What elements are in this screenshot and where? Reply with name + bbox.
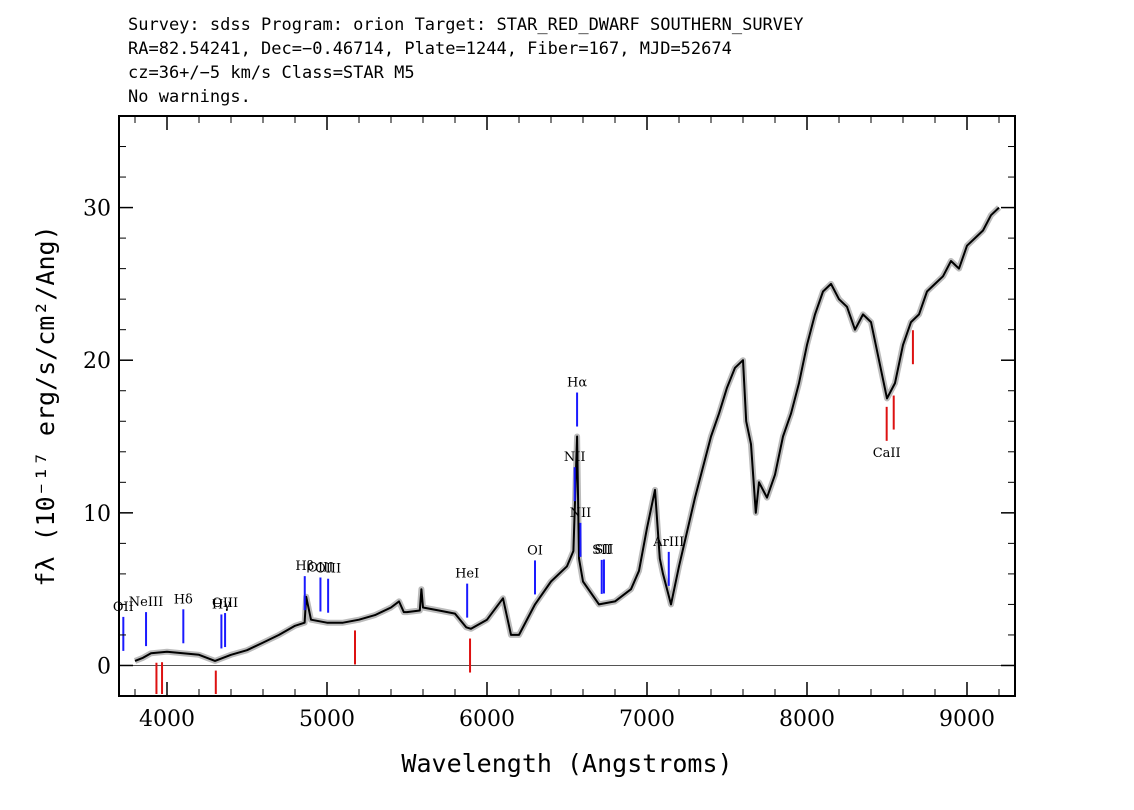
line-marker-label: OIII xyxy=(212,596,238,611)
y-tick-label: 0 xyxy=(97,654,111,679)
line-marker-label: Hγ xyxy=(212,597,231,612)
x-tick-label: 6000 xyxy=(459,707,515,732)
error-band xyxy=(133,205,1002,664)
header-line-3: cz=36+/−5 km/s Class=STAR M5 xyxy=(128,63,415,83)
line-marker-label: SII xyxy=(592,543,611,558)
line-marker-label: Hβ xyxy=(295,559,314,574)
line-marker-label: CaII xyxy=(873,446,901,461)
line-marker-label: Hα xyxy=(567,376,587,391)
line-marker-label: OI xyxy=(527,543,543,558)
x-tick-label: 8000 xyxy=(779,707,835,732)
header-line-1: Survey: sdss Program: orion Target: STAR… xyxy=(128,15,804,35)
y-tick-label: 20 xyxy=(83,349,111,374)
line-marker-label: OIII xyxy=(315,562,341,577)
line-marker-label: NeIII xyxy=(129,595,163,610)
y-tick-label: 10 xyxy=(83,502,111,527)
x-tick-label: 4000 xyxy=(139,707,195,732)
y-axis-label: fλ (10⁻¹⁷ erg/s/cm²/Ang) xyxy=(31,225,60,586)
line-marker-label: NII xyxy=(570,506,592,521)
line-marker-label: ArIII xyxy=(652,535,684,550)
x-axis-label: Wavelength (Angstroms) xyxy=(401,749,732,778)
line-marker-label: NII xyxy=(564,450,586,465)
x-tick-label: 9000 xyxy=(939,707,995,732)
header-line-2: RA=82.54241, Dec=−0.46714, Plate=1244, F… xyxy=(128,39,732,59)
line-marker-label: OIII xyxy=(307,560,333,575)
axis-ticks: 4000 5000 6000 7000 8000 9000 0 10 20 30 xyxy=(83,115,1015,732)
x-tick-label: 7000 xyxy=(619,707,675,732)
line-marker-label: SII xyxy=(594,542,613,557)
flux-line xyxy=(134,206,1000,662)
line-marker-label: Hδ xyxy=(174,592,193,607)
y-tick-label: 30 xyxy=(83,197,111,222)
x-tick-label: 5000 xyxy=(299,707,355,732)
line-marker-label: HeI xyxy=(455,567,479,582)
header-line-4: No warnings. xyxy=(128,87,251,107)
plot-frame xyxy=(118,115,1016,697)
